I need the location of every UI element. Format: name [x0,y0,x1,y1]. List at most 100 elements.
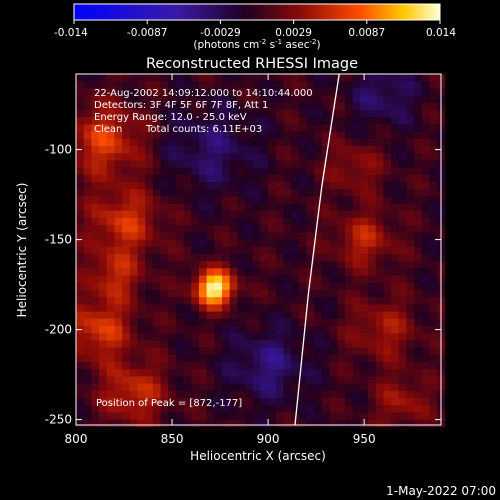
heatmap-cell [237,261,246,269]
heatmap-cell [91,311,100,320]
heatmap-cell [383,81,392,89]
x-tick-label: 850 [161,432,184,446]
heatmap-cell [175,297,184,305]
heatmap-cell [122,131,131,140]
heatmap-cell [344,232,354,240]
heatmap-cell [252,167,261,176]
heatmap-cell [275,95,284,104]
heatmap-cell [260,203,269,212]
heatmap-cell [168,189,177,197]
heatmap-cell [76,95,85,104]
heatmap-cell [245,246,254,255]
heatmap-cell [137,419,146,428]
heatmap-cell [91,218,100,226]
heatmap-cell [252,174,261,183]
heatmap-cell [152,88,161,96]
heatmap-cell [91,405,100,413]
heatmap-cell [229,390,238,399]
heatmap-cell [360,398,369,406]
heatmap-cell [129,210,138,219]
heatmap-cell [298,146,307,154]
heatmap-cell [391,419,400,428]
heatmap-cell [83,419,92,428]
heatmap-cell [214,88,223,96]
heatmap-cell [314,390,323,399]
heatmap-cell [321,131,330,140]
heatmap-cell [375,232,384,240]
heatmap-cell [175,74,184,82]
heatmap-cell [383,203,392,212]
heatmap-cell [152,232,161,240]
heatmap-cell [175,275,184,284]
heatmap-cell [183,167,192,176]
heatmap-cell [398,102,407,111]
heatmap-cell [260,218,269,226]
heatmap-cell [314,160,323,168]
heatmap-cell [375,419,384,428]
heatmap-cell [175,146,184,154]
heatmap-cell [137,124,146,132]
heatmap-cell [129,354,138,363]
heatmap-cell [352,153,361,161]
heatmap-cell [122,412,131,420]
heatmap-cell [106,160,115,168]
heatmap-cell [429,196,438,204]
heatmap-cell [344,189,354,197]
heatmap-cell [99,282,108,291]
heatmap-cell [91,117,100,125]
heatmap-cell [237,153,246,161]
heatmap-cell [398,268,407,276]
heatmap-cell [106,369,115,377]
heatmap-cell [137,268,146,276]
heatmap-cell [229,196,238,204]
heatmap-cell [406,239,415,248]
heatmap-cell [321,282,330,291]
heatmap-cell [406,318,415,327]
heatmap-cell [283,405,292,413]
heatmap-cell [275,189,284,197]
heatmap-cell [252,268,261,276]
heatmap-cell [114,102,123,111]
heatmap-cell [206,354,215,363]
heatmap-cell [76,174,85,183]
heatmap-cell [114,398,123,406]
heatmap-cell [99,362,108,370]
heatmap-cell [152,261,161,269]
heatmap-cell [337,124,346,132]
heatmap-cell [291,81,300,89]
heatmap-cell [214,311,223,320]
heatmap-cell [191,369,200,377]
heatmap-cell [122,196,131,204]
heatmap-cell [260,74,269,82]
heatmap-cell [137,210,146,219]
heatmap-cell [368,340,377,348]
heatmap-cell [252,232,261,240]
heatmap-cell [252,138,261,147]
heatmap-cell [360,390,369,399]
heatmap-cell [83,275,92,284]
heatmap-cell [114,146,123,154]
heatmap-cell [114,297,123,305]
heatmap-cell [168,88,177,96]
heatmap-cell [160,383,169,392]
heatmap-cell [368,88,377,96]
heatmap-cell [206,131,215,140]
heatmap-cell [129,362,138,370]
heatmap-cell [275,88,284,96]
annotation-energy: Energy Range: 12.0 - 25.0 keV [94,112,247,123]
heatmap-cell [406,110,415,118]
heatmap-cell [352,369,361,377]
heatmap-cell [329,376,338,384]
heatmap-cell [260,412,269,420]
heatmap-cell [191,311,200,320]
heatmap-cell [314,290,323,298]
heatmap-cell [160,95,169,104]
heatmap-cell [175,419,184,428]
heatmap-cell [229,340,238,348]
heatmap-cell [329,340,338,348]
heatmap-cell [99,182,108,190]
heatmap-cell [160,182,169,190]
heatmap-cell [298,88,307,96]
heatmap-cell [352,124,361,132]
heatmap-cell [306,110,315,118]
